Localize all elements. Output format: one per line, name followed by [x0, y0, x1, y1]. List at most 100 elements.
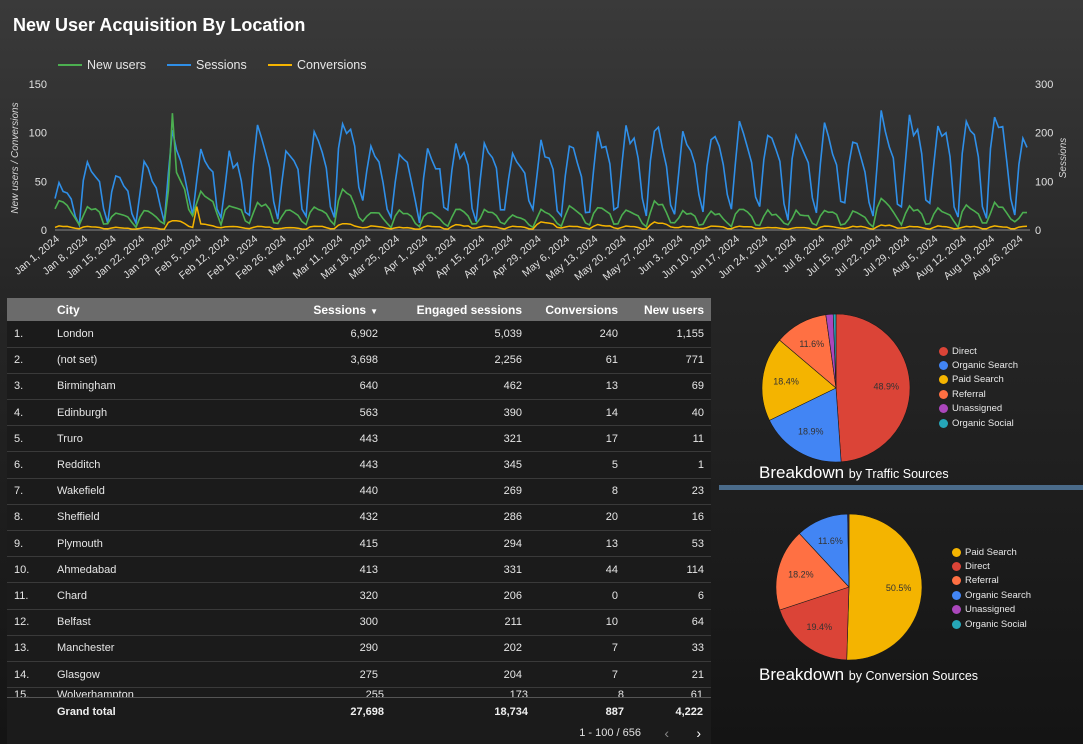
row-engaged: 211: [504, 616, 522, 629]
legend-dot-icon: [939, 418, 948, 428]
legend-item[interactable]: Organic Social: [952, 617, 1031, 631]
legend-item[interactable]: Unassigned: [952, 603, 1031, 617]
sort-desc-icon[interactable]: ▼: [370, 306, 378, 316]
pie-slice-organic-search[interactable]: [769, 387, 842, 463]
table-row[interactable]: 4. Edinburgh 563 390 14 40: [7, 400, 711, 426]
table-row[interactable]: 5. Truro 443 321 17 11: [7, 426, 711, 452]
legend-item-conversions[interactable]: Conversions: [268, 58, 366, 72]
legend-label: Paid Search: [952, 374, 1004, 386]
legend-item[interactable]: Direct: [952, 559, 1031, 573]
row-index: 9.: [14, 537, 24, 550]
table-row[interactable]: 3. Birmingham 640 462 13 69: [7, 373, 711, 400]
legend-dot-icon: [952, 547, 961, 557]
row-engaged: 286: [503, 511, 522, 524]
right-axis-label: Sessions: [1058, 138, 1069, 179]
table-row[interactable]: 11. Chard 320 206 0 6: [7, 583, 711, 610]
row-index: 6.: [14, 459, 24, 472]
legend-item[interactable]: Referral: [952, 574, 1031, 588]
table-row[interactable]: 14. Glasgow 275 204 7 21: [7, 661, 711, 688]
row-index: 5.: [14, 432, 24, 445]
header-engaged-sessions[interactable]: Engaged sessions: [416, 302, 522, 317]
header-sessions[interactable]: Sessions ▼: [240, 298, 385, 321]
row-city: Redditch: [57, 459, 101, 472]
legend-dot-icon: [939, 346, 948, 356]
row-engaged: 173: [509, 689, 528, 697]
pie-slice-direct[interactable]: [779, 586, 850, 661]
pie-slice-organic-social[interactable]: [832, 313, 837, 389]
table-row[interactable]: 7. Wakefield 440 269 8 23: [7, 478, 711, 505]
legend-item-new-users[interactable]: New users: [58, 58, 146, 72]
legend-item[interactable]: Unassigned: [939, 402, 1018, 416]
row-new-users: 6: [697, 589, 704, 602]
pie-data-label: 19.4%: [807, 622, 833, 632]
row-engaged: 2,256: [494, 354, 522, 367]
row-sessions: 275: [359, 668, 378, 681]
series-line-sessions[interactable]: [54, 110, 1028, 229]
series-line-new-users[interactable]: [54, 113, 1027, 230]
legend-label: Unassigned: [952, 403, 1003, 415]
header-new-users[interactable]: New users: [643, 302, 704, 317]
row-city: Belfast: [57, 616, 91, 629]
conversion-sources-pie[interactable]: 50.5% 19.4% 18.2% 11.6%: [774, 512, 924, 662]
row-engaged: 5,039: [494, 327, 522, 340]
row-conversions: 8: [617, 689, 624, 697]
row-new-users: 69: [691, 380, 704, 393]
pie-slice-paid-search[interactable]: [761, 339, 837, 421]
caption-main: Breakdown: [759, 665, 845, 684]
table-row[interactable]: 2. (not set) 3,698 2,256 61 771: [7, 347, 711, 374]
legend-item[interactable]: Paid Search: [939, 373, 1018, 387]
legend-item[interactable]: Referral: [939, 387, 1018, 401]
caption-sub: by Traffic Sources: [848, 467, 949, 481]
table-header-row: City Sessions ▼ Engaged sessions Conversi…: [7, 298, 711, 321]
row-sessions: 300: [359, 616, 378, 629]
row-new-users: 23: [691, 485, 704, 498]
legend-dot-icon: [939, 389, 948, 399]
row-new-users: 1,155: [676, 327, 704, 340]
city-table: City Sessions ▼ Engaged sessions Conversi…: [7, 298, 711, 744]
legend-dot-icon: [939, 404, 948, 414]
left-axis-tick: 50: [35, 176, 47, 188]
pie-data-label: 18.4%: [773, 377, 799, 387]
traffic-sources-pie[interactable]: 48.9% 18.9% 18.4% 11.6%: [760, 312, 912, 464]
row-index: 14.: [14, 668, 30, 681]
row-engaged: 202: [503, 642, 522, 655]
chevron-left-icon[interactable]: ‹: [664, 725, 669, 741]
table-row[interactable]: 8. Sheffield 432 286 20 16: [7, 504, 711, 531]
row-conversions: 13: [605, 380, 618, 393]
header-city[interactable]: City: [57, 302, 80, 317]
pie-slice-direct[interactable]: [835, 313, 911, 463]
row-new-users: 33: [691, 642, 704, 655]
chevron-right-icon[interactable]: ›: [696, 725, 701, 741]
table-row[interactable]: 10. Ahmedabad 413 331 44 114: [7, 557, 711, 583]
row-conversions: 5: [611, 459, 618, 472]
table-row[interactable]: 1. London 6,902 5,039 240 1,155: [7, 321, 711, 348]
right-axis-tick: 0: [1035, 225, 1041, 237]
legend-item-sessions[interactable]: Sessions: [167, 58, 247, 72]
legend-label: Organic Search: [965, 589, 1032, 601]
pie-data-label: 48.9%: [874, 381, 900, 391]
legend-item[interactable]: Organic Search: [939, 358, 1018, 372]
row-conversions: 13: [605, 537, 618, 550]
row-city: Wolverhampton: [57, 689, 134, 697]
legend-item[interactable]: Direct: [939, 344, 1018, 358]
legend-dot-icon: [952, 576, 961, 586]
row-sessions: 413: [359, 563, 378, 576]
line-chart[interactable]: New users Sessions Conversions 0 50 100 150 0 10…: [0, 50, 1083, 295]
table-row[interactable]: 12. Belfast 300 211 10 64: [7, 609, 711, 636]
row-city: Glasgow: [57, 668, 100, 681]
grand-total-engaged: 18,734: [494, 706, 528, 718]
legend-item[interactable]: Organic Search: [952, 588, 1031, 602]
left-axis-tick: 100: [29, 128, 47, 140]
row-engaged: 321: [503, 432, 522, 445]
legend-item[interactable]: Paid Search: [952, 545, 1031, 559]
row-city: London: [57, 327, 94, 340]
pie-slice-paid-search[interactable]: [846, 513, 923, 661]
left-axis-tick: 0: [41, 225, 47, 237]
pie-slice-referral[interactable]: [775, 533, 850, 611]
series-line-conversions[interactable]: [54, 206, 1028, 230]
legend-item[interactable]: Organic Social: [939, 416, 1018, 430]
table-row[interactable]: 9. Plymouth 415 294 13 53: [7, 531, 711, 557]
table-row[interactable]: 6. Redditch 443 345 5 1: [7, 452, 711, 479]
header-conversions[interactable]: Conversions: [545, 302, 618, 317]
table-row[interactable]: 13. Manchester 290 202 7 33: [7, 635, 711, 662]
